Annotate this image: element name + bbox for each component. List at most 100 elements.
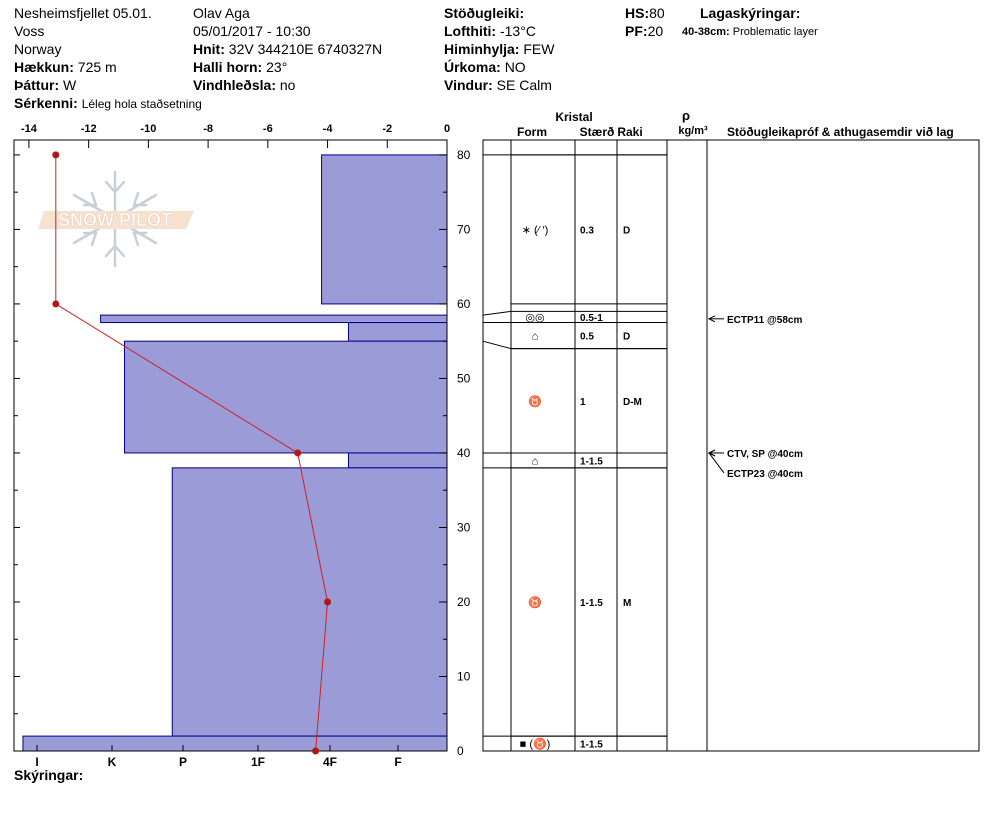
- hardness-layer: [321, 154, 448, 305]
- precip-row: Úrkoma: NO: [444, 58, 526, 76]
- coords-row: Hnit: 32V 344210E 6740327N: [193, 40, 382, 58]
- layer-moisture: M: [623, 598, 631, 609]
- hardness-tick-label: 1F: [251, 755, 265, 769]
- y-tick-label: 10: [457, 669, 471, 683]
- elevation-label: Hækkun:: [14, 59, 74, 75]
- features-row: Sérkenni: Léleg hola staðsetning: [14, 94, 202, 113]
- layer-form: ⌂: [532, 331, 539, 343]
- coords-value: 32V 344210E 6740327N: [228, 41, 383, 57]
- layer-size: 1-1.5: [580, 598, 603, 609]
- observer-name: Olav Aga: [193, 5, 250, 21]
- stability-label: Stöðugleiki:: [444, 5, 525, 21]
- layer-form: ∗ (⁄ ′): [522, 224, 549, 236]
- layer-size: 1-1.5: [580, 456, 603, 467]
- slope-label: Halli horn:: [193, 59, 263, 75]
- aspect-label: Þáttur:: [14, 77, 60, 93]
- region-name: Voss: [14, 23, 45, 39]
- temperature-point: [52, 151, 60, 159]
- layer-size: 1-1.5: [580, 740, 603, 751]
- sky-label: Himinhylja:: [444, 41, 520, 57]
- test-arrowhead: [707, 449, 716, 457]
- crystal-header: Kristal: [555, 110, 592, 124]
- x-tick-label: -12: [81, 123, 97, 135]
- wind-load-label: Vindhleðsla:: [193, 77, 276, 93]
- y-tick-label: 40: [457, 446, 471, 460]
- elevation-value: 725 m: [77, 59, 117, 75]
- logo-text: SNOW PILOT: [58, 210, 172, 230]
- layer-size: 0.3: [580, 225, 594, 236]
- hs-label: HS:: [625, 5, 650, 21]
- test-arrowhead: [707, 315, 716, 323]
- location-name: Nesheimsfjellet 05.01.: [14, 5, 152, 21]
- y-tick-label: 60: [457, 297, 471, 311]
- layer-form: ♉: [528, 395, 542, 408]
- pf-label: PF:: [625, 23, 648, 39]
- y-tick-label: 20: [457, 595, 471, 609]
- slope-value: 23°: [266, 59, 288, 75]
- features-value: Léleg hola staðsetning: [81, 97, 202, 111]
- observation-datetime: 05/01/2017 - 10:30: [193, 23, 311, 39]
- test-result: ECTP23 @40cm: [727, 469, 803, 480]
- density-symbol: ρ: [682, 108, 690, 123]
- layer-note-text: Problematic layer: [732, 26, 818, 38]
- wind-label: Vindur:: [444, 77, 493, 93]
- air-temp-value: -13°C: [499, 23, 536, 39]
- hardness-layer: [347, 322, 448, 342]
- y-tick-label: 70: [457, 222, 471, 236]
- y-tick-label: 0: [457, 744, 464, 758]
- hardness-tick-label: 4F: [323, 755, 337, 769]
- hardness-tick-label: K: [108, 755, 117, 769]
- wind-load-row: Vindhleðsla: no: [193, 76, 295, 94]
- precip-label: Úrkoma:: [444, 59, 501, 75]
- temperature-point: [52, 300, 60, 308]
- hardness-tick-label: P: [179, 755, 187, 769]
- wind-load-value: no: [279, 77, 296, 93]
- sky-value: FEW: [523, 41, 555, 57]
- temperature-point: [324, 598, 332, 606]
- height-connector: [482, 310, 512, 316]
- wind-value: SE Calm: [496, 77, 552, 93]
- aspect-row: Þáttur: W: [14, 76, 76, 94]
- layer-form: ■ (♉): [520, 738, 551, 751]
- air-temp-row: Lofthiti: -13°C: [444, 22, 536, 40]
- test-arrow-line: [708, 452, 725, 474]
- density-unit: kg/m³: [678, 125, 708, 137]
- test-result: CTV, SP @40cm: [727, 449, 803, 460]
- layer-table-frame: [482, 139, 980, 752]
- aspect-value: W: [63, 77, 77, 93]
- layer-size: 0.5: [580, 332, 594, 343]
- temperature-point: [294, 449, 302, 457]
- layer-moisture: D-M: [623, 397, 642, 408]
- legend-label: Skýringar:: [14, 767, 84, 783]
- layer-size: 0.5-1: [580, 313, 603, 324]
- pf-value: 20: [647, 23, 664, 39]
- height-connector: [482, 340, 512, 350]
- y-tick-label: 80: [457, 148, 471, 162]
- form-header: Form: [517, 125, 547, 139]
- hardness-layer: [22, 735, 448, 752]
- precip-value: NO: [504, 59, 526, 75]
- country-name: Norway: [14, 41, 62, 57]
- test-result: ECTP11 @58cm: [727, 315, 802, 326]
- x-tick-label: 0: [444, 123, 450, 135]
- slope-row: Halli horn: 23°: [193, 58, 287, 76]
- temperature-point: [312, 747, 320, 755]
- moisture-header: Raki: [617, 125, 642, 139]
- y-tick-label: 30: [457, 520, 471, 534]
- tests-header: Stöðugleikapróf & athugasemdir við lag: [727, 125, 954, 139]
- hardness-layer: [347, 452, 448, 469]
- x-tick-label: -10: [140, 123, 156, 135]
- layer-notes-label: Lagaskýringar:: [700, 5, 801, 21]
- wind-row: Vindur: SE Calm: [444, 76, 552, 94]
- air-temp-label: Lofthiti:: [444, 23, 497, 39]
- layer-form: ◎◎: [525, 312, 544, 324]
- hardness-layer: [171, 467, 448, 737]
- x-tick-label: -4: [323, 123, 334, 135]
- sky-row: Himinhylja: FEW: [444, 40, 554, 58]
- coords-label: Hnit:: [193, 41, 225, 57]
- hardness-tick-label: I: [35, 755, 38, 769]
- x-tick-label: -8: [203, 123, 213, 135]
- x-tick-label: -6: [263, 123, 273, 135]
- features-label: Sérkenni:: [14, 95, 78, 111]
- y-tick-label: 50: [457, 371, 471, 385]
